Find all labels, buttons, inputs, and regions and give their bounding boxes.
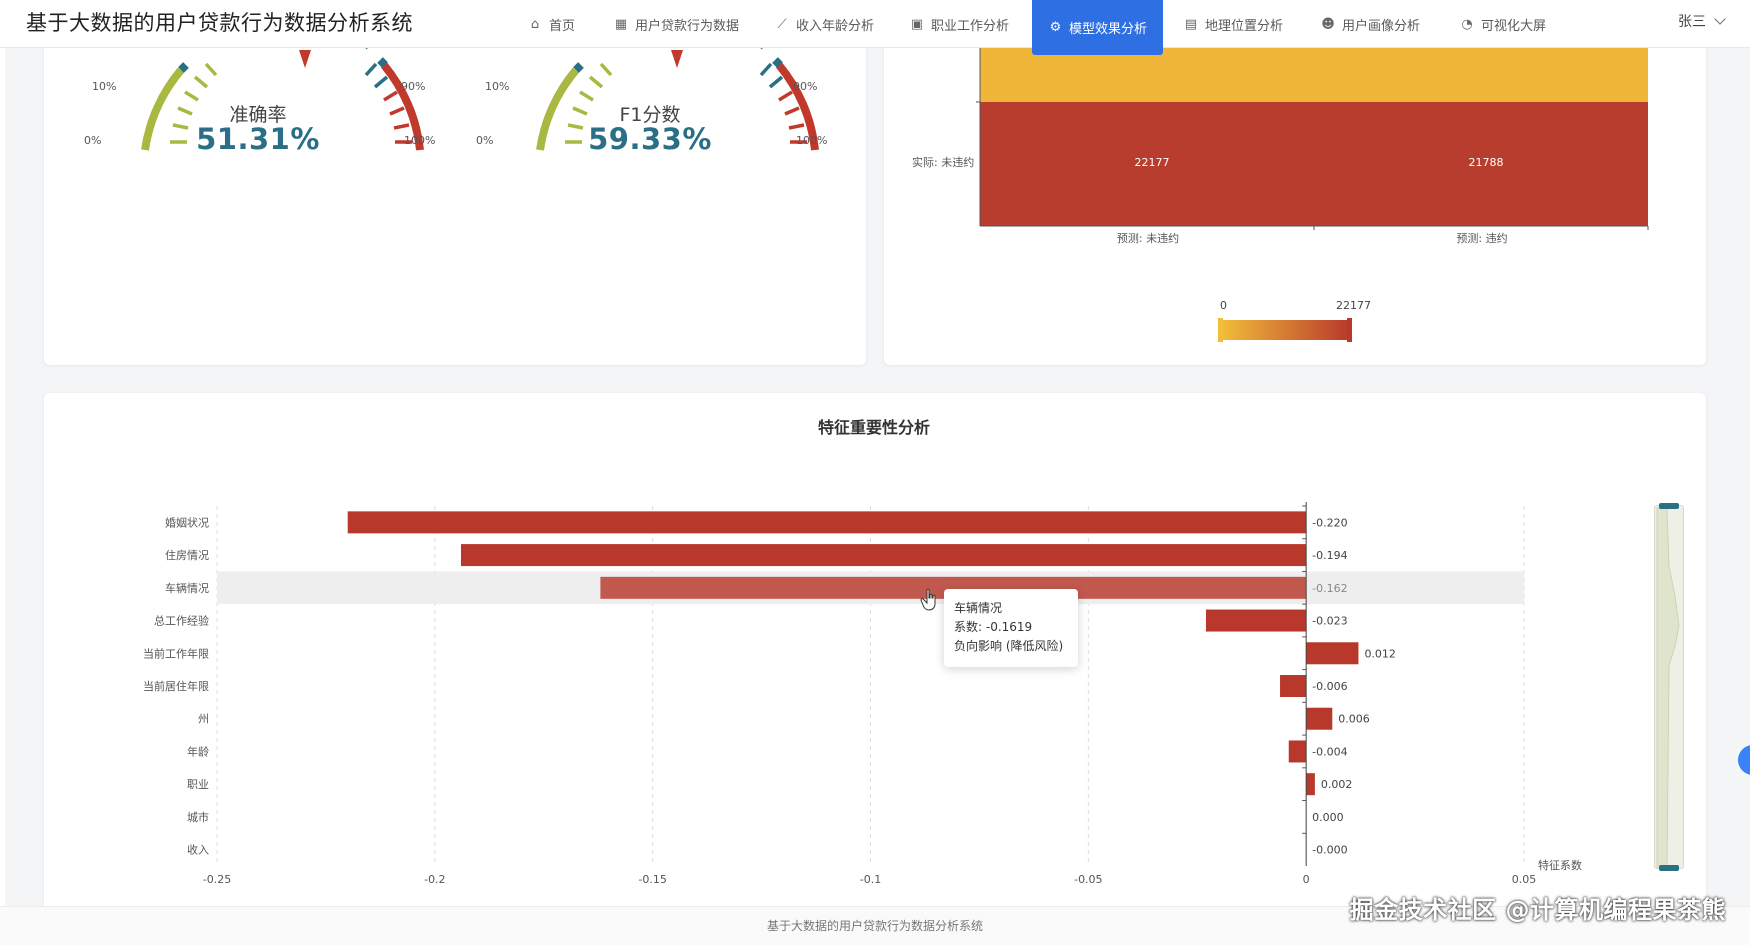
gauge2-tick-0: 0% xyxy=(476,134,494,147)
confusion-card: 实际: 未违约 22177 21788 预测: 未违约 预测: 违约 0 221… xyxy=(884,30,1706,365)
matrix-cell-tn[interactable] xyxy=(980,102,1314,226)
table-icon: ▦ xyxy=(614,16,628,32)
bar-tooltip: 车辆情况 系数: -0.1619 负向影响 (降低风险) xyxy=(944,589,1078,667)
top-header: 基于大数据的用户贷款行为数据分析系统 ⌂ 首页 ▦ 用户贷款行为数据 ⟋ 收入年龄分析… xyxy=(0,0,1750,55)
nav-home[interactable]: ⌂ 首页 xyxy=(527,0,575,48)
gauge1-tick-90: 90% xyxy=(401,80,426,93)
pie-chart-icon: ◔ xyxy=(1461,16,1473,32)
nav-income-age[interactable]: ⟋ 收入年龄分析 xyxy=(774,0,874,48)
accuracy-needle xyxy=(299,50,311,68)
page-footer: 基于大数据的用户贷款行为数据分析系统 xyxy=(0,906,1750,945)
zoom-handle-bottom[interactable] xyxy=(1659,865,1679,871)
nav-loan-data[interactable]: ▦ 用户贷款行为数据 xyxy=(614,16,740,34)
gauge2-tick-100: 100% xyxy=(796,134,828,147)
matrix-row-label: 实际: 未违约 xyxy=(912,156,975,169)
accuracy-value: 51.31% xyxy=(196,122,320,156)
watermark: 掘金技术社区 @计算机编程果茶熊 xyxy=(1349,896,1726,924)
nav-dashboard[interactable]: ◔ 可视化大屏 xyxy=(1459,0,1546,48)
matrix-cell-fp[interactable] xyxy=(1314,102,1648,226)
scale-max-label: 22177 xyxy=(1336,299,1371,312)
matrix-value-tn: 22177 xyxy=(1134,156,1170,169)
line-chart-icon: ⟋ xyxy=(777,16,787,32)
gauge2-tick-90: 90% xyxy=(793,80,818,93)
hand-cursor-icon xyxy=(920,588,936,611)
data-zoom-slider[interactable] xyxy=(1654,503,1684,871)
tooltip-coef-value: -0.1619 xyxy=(985,620,1033,634)
scale-handle-min[interactable] xyxy=(1218,318,1223,342)
gears-icon: ⚙ xyxy=(1049,20,1062,35)
accuracy-label: 准确率 xyxy=(229,104,287,126)
gauge1-tick-0: 0% xyxy=(84,134,102,147)
color-scale-bar[interactable] xyxy=(1220,320,1350,340)
footer-text: 基于大数据的用户贷款行为数据分析系统 xyxy=(766,919,983,933)
briefcase-icon: ▣ xyxy=(910,16,924,32)
gauge1-tick-10: 10% xyxy=(92,80,117,93)
confusion-svg xyxy=(976,48,1649,342)
chevron-down-icon xyxy=(1714,13,1726,25)
tooltip-name: 车辆情况 xyxy=(954,601,1003,615)
feature-importance-card xyxy=(44,393,1706,913)
home-icon: ⌂ xyxy=(530,16,540,32)
chart-title: 特征重要性分析 xyxy=(817,418,930,437)
app-title: 基于大数据的用户贷款行为数据分析系统 xyxy=(26,11,413,35)
nav-occupation[interactable]: ▣ 职业工作分析 xyxy=(910,16,1010,34)
gauge1-tick-100: 100% xyxy=(404,134,436,147)
scale-min-label: 0 xyxy=(1220,299,1227,312)
matrix-col-label-1: 预测: 违约 xyxy=(1456,232,1508,245)
tooltip-effect: 负向影响 (降低风险) xyxy=(954,639,1064,653)
users-icon: ☻ xyxy=(1321,16,1335,32)
gauge2-tick-10: 10% xyxy=(485,80,510,93)
nav-model-effect[interactable]: ⚙ 模型效果分析 xyxy=(1032,0,1163,55)
f1-label: F1分数 xyxy=(619,104,681,126)
side-float-button[interactable] xyxy=(1738,745,1750,775)
matrix-value-fp: 21788 xyxy=(1468,156,1504,169)
left-edge xyxy=(0,0,5,945)
gauge-card: 10% 0% 90% 100% 准确率 51.31% 10% 0% 90% 10… xyxy=(44,30,866,365)
nav-user-profile[interactable]: ☻ 用户画像分析 xyxy=(1321,16,1421,34)
scale-handle-max[interactable] xyxy=(1347,318,1352,342)
zoom-handle-top[interactable] xyxy=(1659,503,1679,509)
nav-geo[interactable]: ▤ 地理位置分析 xyxy=(1184,16,1284,34)
matrix-cell-top-left[interactable] xyxy=(980,48,1314,102)
user-name: 张三 xyxy=(1678,14,1706,30)
map-icon: ▤ xyxy=(1184,16,1198,32)
tooltip-coef: 系数: -0.1619 xyxy=(954,620,1033,634)
f1-value: 59.33% xyxy=(588,122,712,156)
user-menu[interactable]: 张三 xyxy=(1678,0,1726,42)
data-zoom-preview xyxy=(1656,507,1680,868)
matrix-cell-top-right[interactable] xyxy=(1314,48,1648,102)
f1-needle xyxy=(671,50,683,68)
matrix-col-label-0: 预测: 未违约 xyxy=(1116,232,1180,245)
